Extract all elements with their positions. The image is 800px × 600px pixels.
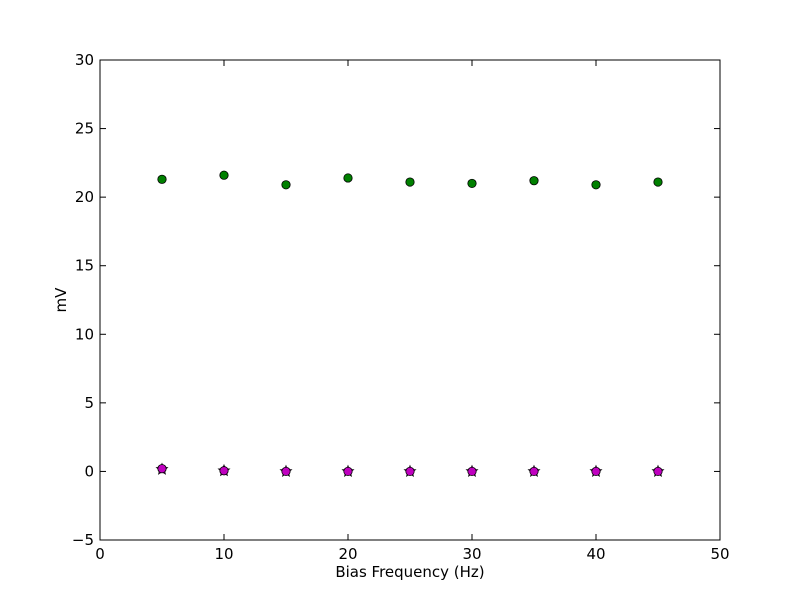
data-point-circle <box>405 177 415 187</box>
x-tick-label: 0 <box>95 545 105 563</box>
y-tick-label: 0 <box>84 462 94 480</box>
plot-frame <box>99 59 721 541</box>
data-point-circle <box>219 466 229 476</box>
data-point-circle <box>591 180 601 190</box>
x-tick-label: 30 <box>462 545 481 563</box>
data-points <box>155 170 665 477</box>
x-axis-label: Bias Frequency (Hz) <box>335 563 484 581</box>
y-axis-label: mV <box>52 287 70 313</box>
data-point-circle <box>157 174 167 184</box>
y-tick-label: 25 <box>75 120 94 138</box>
x-tick-label: 40 <box>586 545 605 563</box>
y-tick-label: 15 <box>75 257 94 275</box>
data-point-circle <box>591 466 601 477</box>
y-tick-label: 5 <box>84 394 94 412</box>
data-point-circle <box>281 180 291 190</box>
data-point-circle <box>343 173 353 183</box>
data-point-circle <box>343 466 353 477</box>
data-point-circle <box>529 176 539 186</box>
y-tick-label: 10 <box>75 325 94 343</box>
y-tick-label: 30 <box>75 51 94 69</box>
x-tick-label: 10 <box>214 545 233 563</box>
x-tick-label: 50 <box>710 545 729 563</box>
data-point-circle <box>467 466 477 477</box>
data-point-circle <box>219 170 229 180</box>
data-point-circle <box>281 466 291 477</box>
y-tick-label: −5 <box>72 531 94 549</box>
data-point-circle <box>405 466 415 477</box>
data-point-circle <box>467 178 477 189</box>
data-point-circle <box>157 464 167 474</box>
data-point-circle <box>653 466 663 477</box>
y-tick-label: 20 <box>75 188 94 206</box>
x-tick-label: 20 <box>338 545 357 563</box>
data-point-circle <box>653 177 663 187</box>
data-point-circle <box>529 466 539 477</box>
